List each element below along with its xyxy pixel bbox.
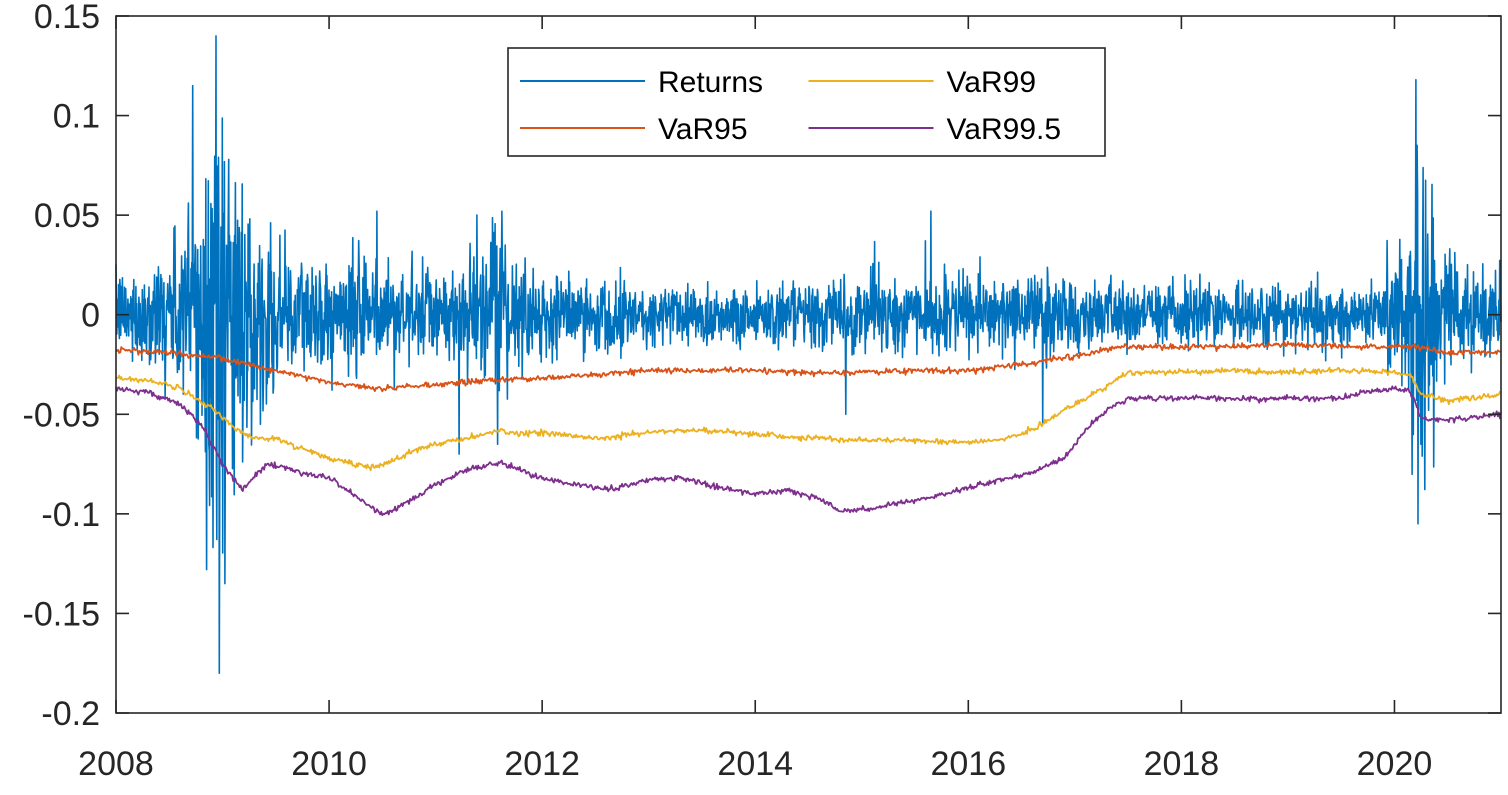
x-tick-label: 2020 (1357, 745, 1433, 783)
ticks-layer: 2008 2010 2012 2014 2016 2018 2020 0.15 0.1 0.05 0… (23, 0, 1501, 783)
legend-entry-label: VaR95 (658, 113, 748, 146)
legend-entry-label: VaR99.5 (947, 113, 1062, 146)
legend: Returns VaR95 VaR99 VaR99.5 (507, 47, 1106, 157)
x-tick-label: 2012 (504, 745, 580, 783)
y-tick-label: 0 (81, 297, 100, 335)
legend-entry-label: Returns (658, 66, 763, 99)
y-tick-label: 0.1 (53, 98, 100, 136)
legend-entry-label: VaR99 (947, 66, 1037, 99)
series-line-var99 (115, 366, 1502, 472)
x-tick-label: 2016 (930, 745, 1006, 783)
y-tick-label: 0.15 (34, 0, 100, 36)
y-tick-label: -0.15 (23, 595, 101, 633)
y-tick-label: -0.05 (23, 396, 101, 434)
x-tick-label: 2014 (717, 745, 793, 783)
series-layer (115, 35, 1502, 674)
x-tick-label: 2008 (78, 745, 154, 783)
legend-box (507, 47, 1106, 157)
y-tick-label: -0.1 (41, 496, 100, 534)
y-tick-label: 0.05 (34, 197, 100, 235)
series-line-var95 (115, 340, 1502, 393)
axes-layer (115, 15, 1502, 714)
axes-box (115, 15, 1502, 714)
x-tick-label: 2018 (1144, 745, 1220, 783)
x-tick-label: 2010 (291, 745, 367, 783)
y-tick-label: -0.2 (41, 695, 100, 733)
series-line-returns (115, 35, 1502, 674)
series-line-var99-5 (115, 385, 1502, 517)
